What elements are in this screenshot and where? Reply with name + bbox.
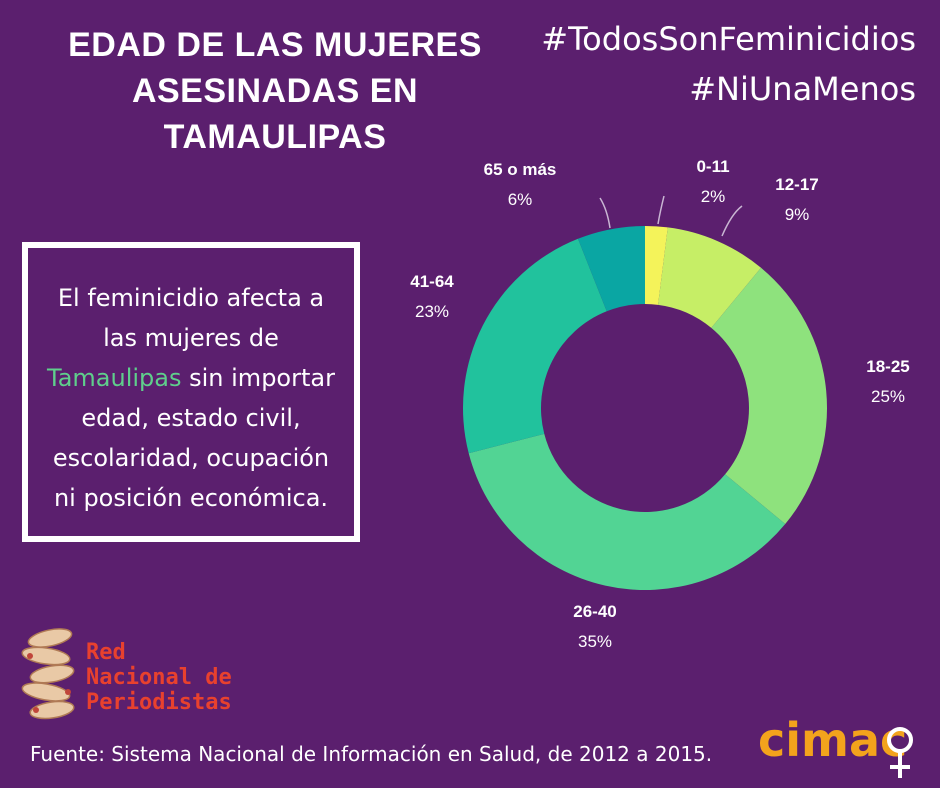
hashtags: #TodosSonFeminicidios #NiUnaMenos — [541, 14, 916, 114]
donut-slice-26-40 — [468, 433, 786, 590]
info-line-2: las mujeres de — [103, 324, 279, 352]
info-line-5: escolaridad, ocupación — [52, 444, 330, 472]
slice-label-65-o-más: 65 o más — [484, 160, 557, 179]
slice-value-12-17: 9% — [785, 205, 810, 224]
slice-label-12-17: 12-17 — [775, 175, 818, 194]
slice-value-18-25: 25% — [871, 387, 905, 406]
hashtag-todos-son-feminicidios: #TodosSonFeminicidios — [541, 20, 916, 58]
donut-slice-0-11 — [645, 226, 668, 305]
red-nacional-periodistas-wordmark: Red Nacional de Periodistas — [86, 640, 232, 715]
info-text: El feminicidio afecta a las mujeres de T… — [28, 278, 354, 518]
leader-line-0-11 — [657, 195, 665, 225]
cimac-wordmark: cimac — [758, 713, 907, 767]
donut-slice-65-o-más — [578, 226, 645, 312]
red-nacional-periodistas-logo-icon — [21, 628, 75, 720]
logo-line-1: Red — [86, 640, 126, 665]
slice-label-41-64: 41-64 — [410, 272, 454, 291]
logo-line-3: Periodistas — [86, 690, 232, 715]
slice-label-18-25: 18-25 — [866, 357, 909, 376]
info-line-4: edad, estado civil, — [81, 404, 301, 432]
donut-slice-12-17 — [658, 227, 762, 328]
donut-slice-41-64 — [463, 238, 607, 454]
page-title: EDAD DE LAS MUJERES ASESINADAS EN TAMAUL… — [30, 22, 520, 160]
cimac-logo: cimac — [758, 713, 913, 778]
donut-slice-18-25 — [711, 267, 827, 525]
info-highlight-tamaulipas: Tamaulipas — [47, 364, 182, 392]
hashtag-ni-una-menos: #NiUnaMenos — [689, 70, 916, 108]
source-note: Fuente: Sistema Nacional de Información … — [30, 742, 713, 766]
title-line-2: ASESINADAS EN — [131, 72, 419, 110]
slice-label-26-40: 26-40 — [573, 602, 616, 621]
slice-value-41-64: 23% — [415, 302, 449, 321]
logo-line-2: Nacional de — [86, 665, 232, 690]
info-line-3-rest: sin importar — [181, 364, 335, 392]
female-symbol-icon — [887, 727, 913, 778]
slice-value-0-11: 2% — [701, 187, 726, 206]
slice-value-65-o-más: 6% — [508, 190, 533, 209]
slice-label-0-11: 0-11 — [696, 157, 729, 176]
slice-value-26-40: 35% — [578, 632, 612, 651]
title-line-3: TAMAULIPAS — [163, 118, 387, 156]
leader-line-65-o-más — [599, 197, 611, 229]
info-line-1: El feminicidio afecta a — [57, 284, 325, 312]
leader-line-12-17 — [721, 205, 743, 237]
info-line-6: ni posición económica. — [53, 484, 329, 512]
info-line-3: Tamaulipas sin importar — [28, 358, 354, 398]
info-box: El feminicidio afecta a las mujeres de T… — [22, 242, 360, 542]
title-line-1: EDAD DE LAS MUJERES — [68, 26, 482, 64]
